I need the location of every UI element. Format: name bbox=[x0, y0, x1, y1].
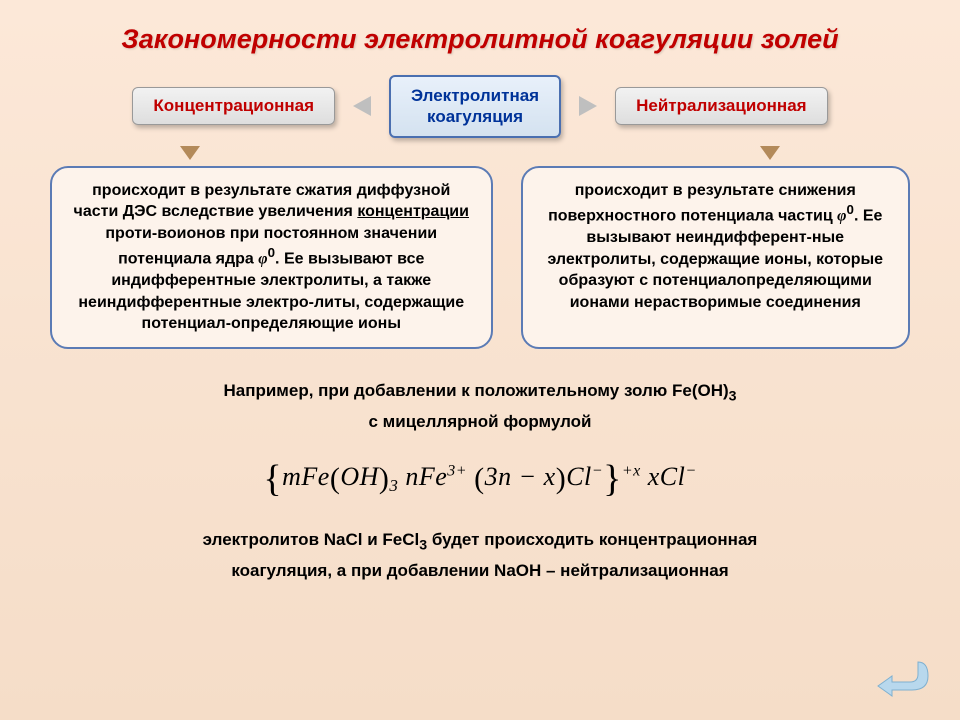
badge-concentration: Концентрационная bbox=[132, 87, 335, 125]
description-neutralization: происходит в результате снижения поверхн… bbox=[521, 166, 910, 349]
example-formula: {mFe(OH)3 nFe3+ (3n − x)Cl−}+x xCl− bbox=[60, 437, 900, 526]
down-arrow-icon bbox=[760, 146, 780, 160]
down-arrow-icon bbox=[180, 146, 200, 160]
description-boxes: происходит в результате сжатия диффузной… bbox=[0, 166, 960, 349]
arrow-left-icon bbox=[353, 96, 371, 116]
description-concentration: происходит в результате сжатия диффузной… bbox=[50, 166, 493, 349]
example-block: Например, при добавлении к положительном… bbox=[0, 377, 960, 586]
badge-center: Электролитнаякоагуляция bbox=[389, 75, 561, 138]
example-line4: коагуляция, а при добавлении NaOH – нейт… bbox=[60, 557, 900, 586]
arrow-right-icon bbox=[579, 96, 597, 116]
page-title: Закономерности электролитной коагуляции … bbox=[0, 0, 960, 75]
badge-row: Концентрационная Электролитнаякоагуляция… bbox=[0, 75, 960, 138]
example-line2: с мицеллярной формулой bbox=[60, 408, 900, 437]
down-arrows-row bbox=[0, 146, 960, 160]
badge-neutralization: Нейтрализационная bbox=[615, 87, 827, 125]
back-arrow-icon[interactable] bbox=[876, 658, 930, 698]
example-line3: электролитов NaCl и FeCl3 будет происход… bbox=[60, 526, 900, 557]
example-line1: Например, при добавлении к положительном… bbox=[60, 377, 900, 408]
